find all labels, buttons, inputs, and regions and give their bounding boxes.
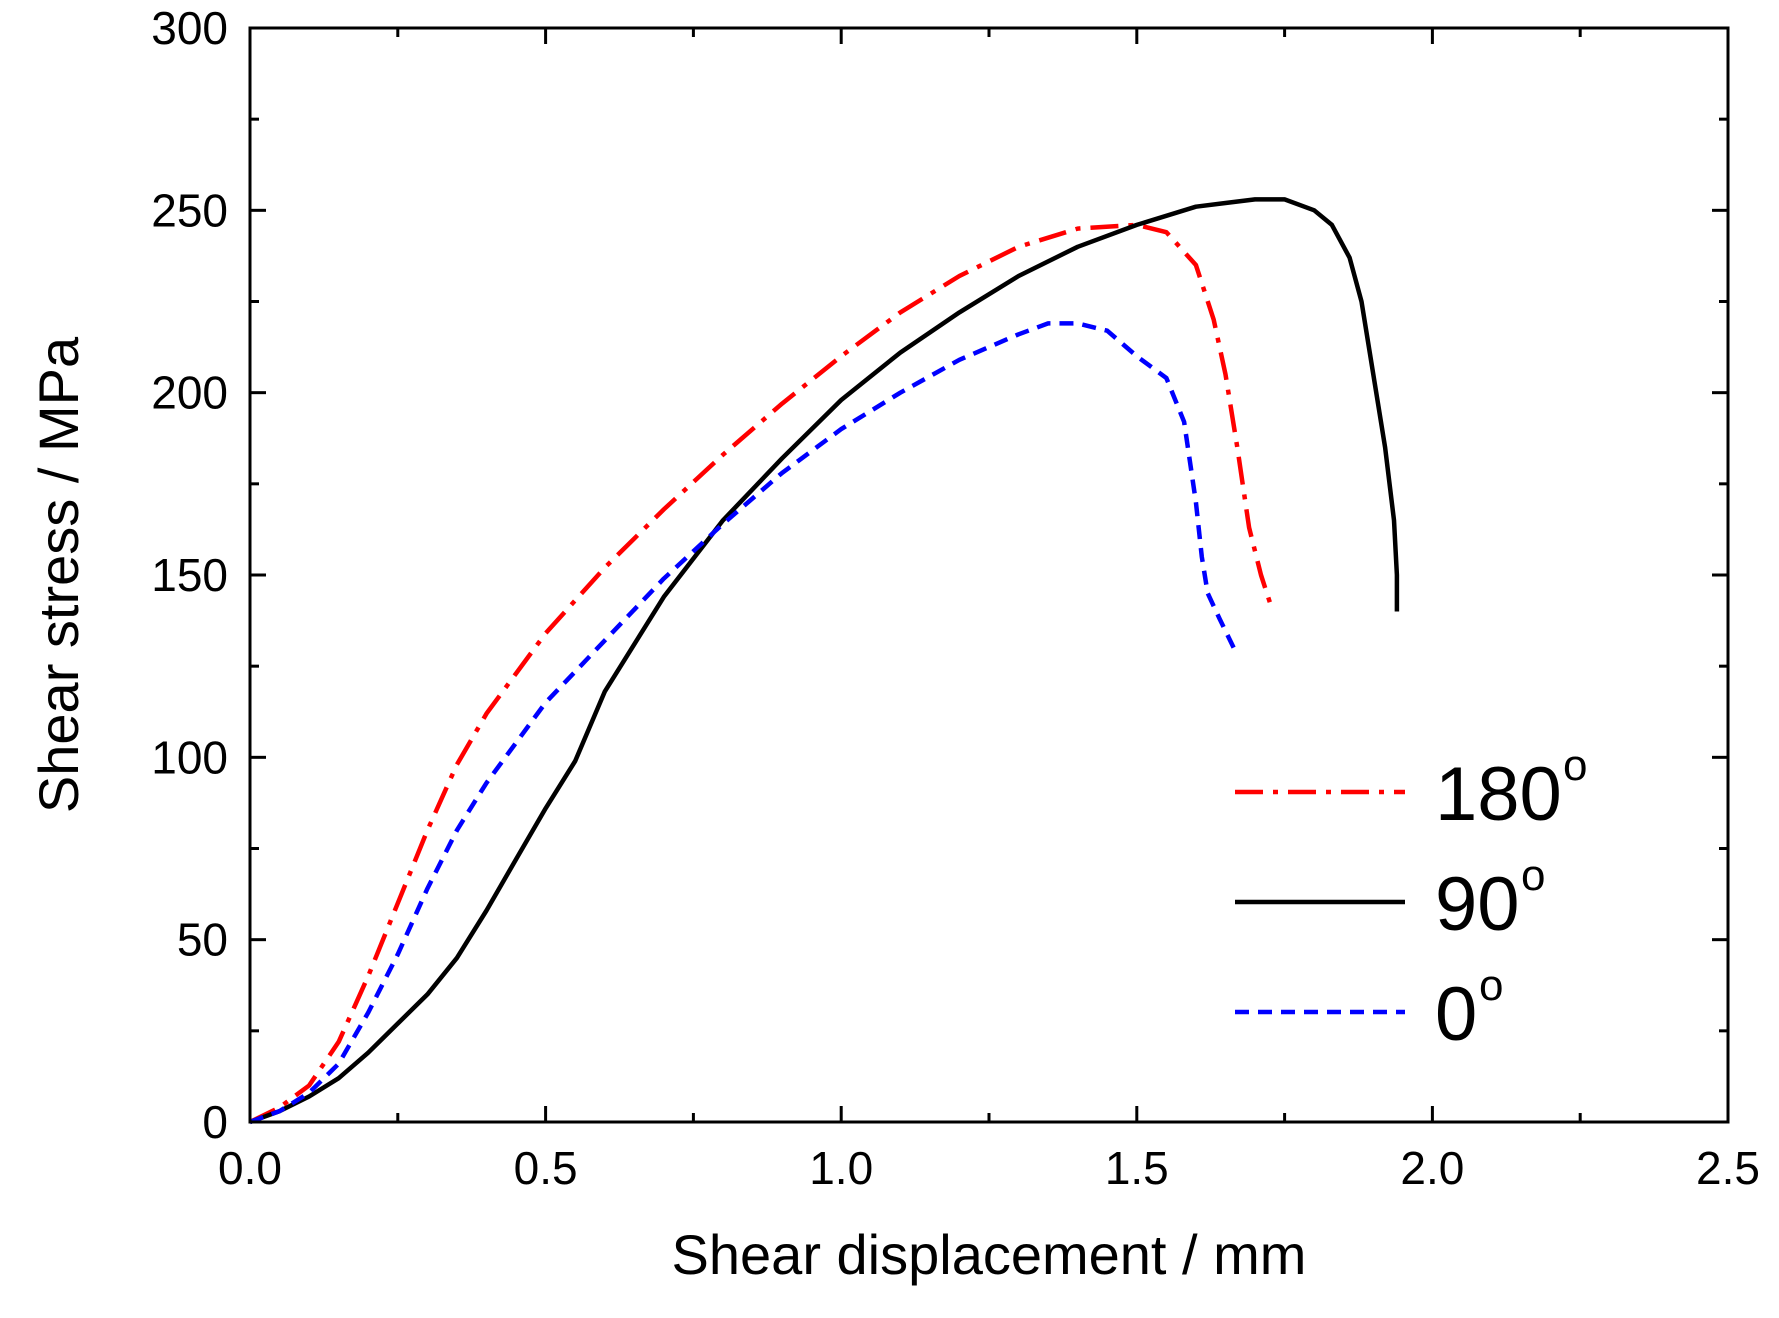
x-tick-label: 2.5 (1696, 1142, 1760, 1194)
legend-label-180: 180 (1435, 752, 1562, 837)
x-tick-label: 2.0 (1400, 1142, 1464, 1194)
x-tick-label: 1.5 (1105, 1142, 1169, 1194)
y-tick-label: 300 (151, 2, 228, 54)
series-line-180 (249, 222, 1275, 1125)
x-tick-label: 0.5 (514, 1142, 578, 1194)
y-tick-label: 200 (151, 367, 228, 419)
legend-degree-0: o (1479, 961, 1503, 1010)
tick-labels: 0.0 0.5 1.0 1.5 2.0 2.5 0 50 100 150 200 250 300 (151, 2, 1760, 1194)
y-tick-label: 50 (177, 914, 228, 966)
y-tick-label: 250 (151, 184, 228, 236)
legend-degree-180: o (1563, 741, 1587, 790)
series-line-90 (249, 197, 1400, 1125)
axis-ticks (248, 26, 1730, 1124)
x-tick-label: 1.0 (809, 1142, 873, 1194)
legend-degree-90: o (1521, 851, 1545, 900)
legend-label-90: 90 (1435, 862, 1520, 947)
x-tick-label: 0.0 (218, 1142, 282, 1194)
series-layer (249, 197, 1400, 1125)
legend-label-0: 0 (1435, 972, 1477, 1057)
x-axis-title: Shear displacement / mm (672, 1223, 1307, 1286)
series-line-0 (249, 321, 1240, 1125)
y-tick-label: 150 (151, 549, 228, 601)
y-tick-label: 0 (202, 1096, 228, 1148)
legend: 180 o90 o0 o (1235, 741, 1587, 1057)
plot-frame (248, 26, 1730, 1124)
y-axis-title: Shear stress / MPa (27, 336, 90, 813)
y-tick-label: 100 (151, 731, 228, 783)
